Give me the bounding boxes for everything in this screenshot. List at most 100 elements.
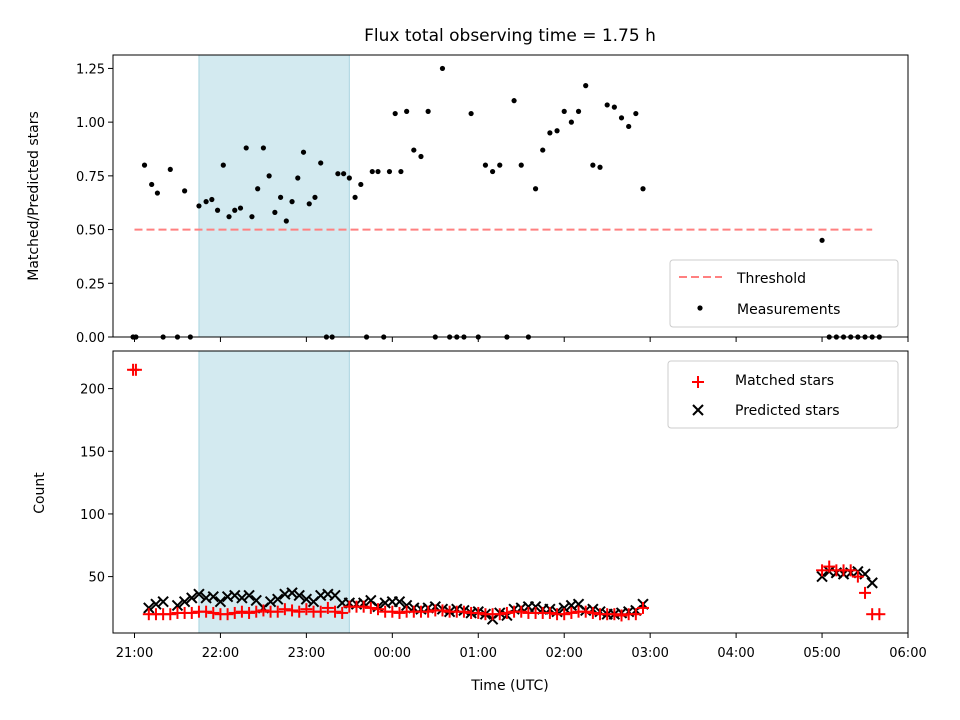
measurement-point [341,171,347,177]
bottom-x-tick-label: 03:00 [631,646,668,661]
predicted-star-point [207,590,219,603]
chart-title: Flux total observing time = 1.75 h [364,26,656,46]
matched-star-point [457,605,470,618]
measurement-point [511,98,517,104]
matched-star-point [271,605,284,618]
predicted-star-point [243,589,255,602]
bottom-x-tick-label: 05:00 [803,646,840,661]
matched-star-point [372,603,384,616]
measurement-point [369,168,375,175]
top-y-tick-label: 1.25 [76,62,105,77]
bottom-y-axis-ticks: 50 100 150 200 [80,383,113,586]
matched-star-point [629,608,642,621]
measurement-point [425,108,431,114]
measurement-point [532,186,539,192]
matched-star-point [422,605,435,618]
measurement-point [618,115,625,121]
legend-matched-swatch [692,376,704,388]
measurement-point [272,209,278,215]
measurement-point [547,130,553,136]
measurement-point [154,190,161,196]
measurement-point [249,214,255,220]
bottom-x-axis-ticks: 21:00 22:00 23:00 00:00 01:00 02:00 03:00 04:00… [116,633,927,661]
bottom-y-tick-label: 200 [80,383,105,398]
predicted-star-point [171,599,184,612]
predicted-star-point [293,589,305,602]
matched-star-point [859,586,872,599]
predicted-marker-stroke [250,594,262,607]
bottom-x-tick-label: 22:00 [202,646,239,661]
matched-star-point [816,564,829,577]
matched-star-point [243,606,256,619]
bottom-x-tick-label: 01:00 [460,646,497,661]
predicted-star-point [300,593,313,605]
predicted-star-point [816,570,828,583]
measurement-point [411,147,417,153]
matched-star-point [851,570,864,583]
predicted-star-point [229,589,241,602]
measurement-point [182,188,188,194]
predicted-star-point [529,600,542,613]
measurement-point [561,108,567,114]
matched-star-point [250,605,263,618]
measurement-point [141,162,148,168]
predicted-marker-stroke [329,589,341,602]
matched-star-point [873,608,886,621]
measurement-point [386,168,393,175]
matched-star-point [500,606,513,619]
matched-star-point [823,560,836,573]
matched-star-point [228,606,241,619]
legend-matched-label: Matched stars [735,373,834,389]
top-legend-box [669,259,899,328]
predicted-marker-stroke [365,594,377,607]
predicted-marker-stroke [393,595,406,608]
measurement-point [640,186,646,192]
matched-star-point [608,608,621,621]
predicted-marker-stroke [236,592,248,604]
measurement-point [518,162,524,168]
matched-stars-series [127,363,886,622]
matched-star-point [558,608,571,621]
measurement-point [352,194,358,200]
bottom-y-tick-label: 50 [88,571,105,586]
predicted-marker-stroke [143,602,155,614]
bottom-shaded-span [198,350,350,634]
predicted-marker-stroke [300,593,313,605]
predicted-marker-stroke [529,600,542,613]
predicted-star-point [178,595,191,608]
measurement-point [497,162,503,168]
matched-star-point [257,604,270,617]
predicted-marker-stroke [200,592,212,604]
top-shaded-span [198,54,350,338]
measurement-point [209,196,215,203]
measurement-point [590,162,596,168]
predicted-marker-stroke [565,599,578,612]
predicted-marker-stroke [314,589,327,602]
predicted-star-point [286,587,298,599]
measurement-point [220,162,226,168]
measurement-point [575,108,582,114]
measurement-point [277,194,284,200]
matched-star-point [336,606,349,619]
predicted-marker-stroke [400,599,413,612]
measurement-point [214,207,221,213]
bottom-y-tick-label: 100 [80,508,105,523]
top-y-tick-label: 0.25 [76,277,105,292]
matched-star-point [579,605,592,618]
measurement-point [398,168,404,175]
matched-star-point [386,605,399,618]
measurement-point [312,194,318,200]
predicted-marker-stroke [286,587,298,599]
predicted-marker-stroke [157,595,169,608]
measurement-point [295,175,301,181]
measurement-point [554,128,560,134]
predicted-marker-stroke [379,597,391,609]
measurement-point [149,181,155,188]
matched-star-point [200,605,213,618]
matched-star-point [235,605,248,618]
predicted-marker-stroke [171,599,184,612]
bottom-x-tick-label: 06:00 [889,646,926,661]
measurement-point [167,166,173,173]
measurement-point [255,186,261,192]
